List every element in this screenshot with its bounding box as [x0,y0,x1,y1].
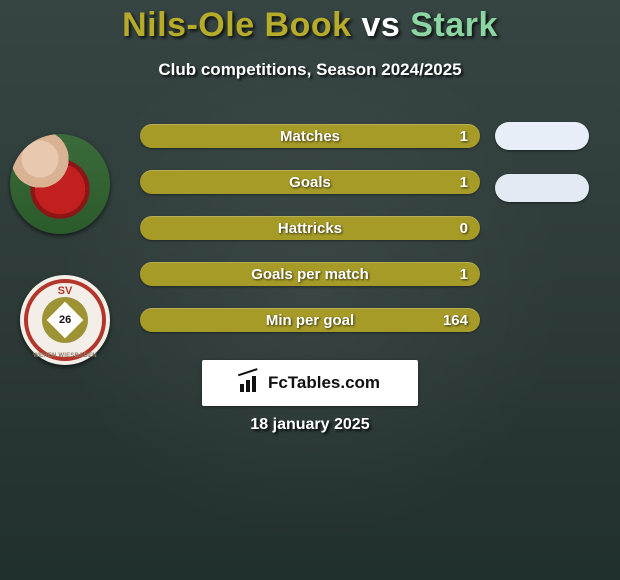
subtitle: Club competitions, Season 2024/2025 [0,60,620,80]
stat-bar: Min per goal164 [140,308,480,332]
content-root: Nils-Ole Book vs Stark Club competitions… [0,0,620,580]
club-badge: SV 26 WEHEN WIESBADEN [20,275,110,365]
fctables-watermark: FcTables.com [202,360,418,406]
stat-bar-value: 0 [460,220,468,237]
fctables-text: FcTables.com [268,373,380,393]
badge-inner: 26 [42,297,88,343]
stat-bar: Goals1 [140,170,480,194]
page-title: Nils-Ole Book vs Stark [0,6,620,45]
stat-bar: Matches1 [140,124,480,148]
title-vs: vs [362,6,401,44]
stat-bar: Hattricks0 [140,216,480,240]
stat-bar-label: Hattricks [140,220,480,237]
stat-bar-value: 1 [460,128,468,145]
badge-sv-text: SV [20,285,110,297]
title-player2: Stark [410,6,498,44]
stat-bars: Matches1Goals1Hattricks0Goals per match1… [140,124,480,332]
stat-bar-value: 1 [460,174,468,191]
comparison-pill [495,122,589,150]
stat-bar-value: 164 [443,312,468,329]
bar-chart-icon [240,374,262,392]
comparison-pill [495,174,589,202]
badge-diamond: 26 [47,302,84,339]
date-text: 18 january 2025 [0,416,620,434]
stat-bar: Goals per match1 [140,262,480,286]
player-photo [10,134,110,234]
stat-bar-label: Goals [140,174,480,191]
stat-bar-label: Goals per match [140,266,480,283]
stat-bar-value: 1 [460,266,468,283]
title-player1: Nils-Ole Book [122,6,351,44]
badge-bottom-text: WEHEN WIESBADEN [20,353,110,359]
badge-center-text: 26 [59,314,71,326]
stat-bar-label: Matches [140,128,480,145]
side-pills [495,122,589,202]
stat-bar-label: Min per goal [140,312,480,329]
